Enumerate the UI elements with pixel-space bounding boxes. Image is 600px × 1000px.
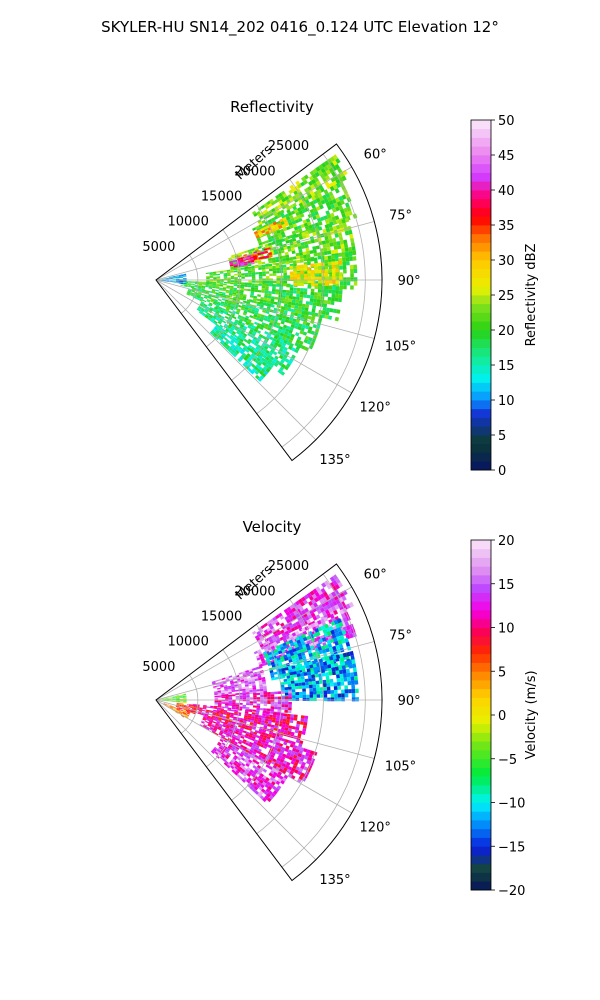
reflectivity-colorbar-tick-label: 50 bbox=[498, 114, 515, 129]
velocity-colorbar: −20 −15 −10 −5 0 5 10 15 20 Velocity (m/s) bbox=[470, 534, 539, 899]
velocity-azimuth-line-5 bbox=[155, 699, 317, 861]
velocity-radial-tick-label: 15000 bbox=[201, 609, 242, 624]
reflectivity-grid bbox=[155, 153, 382, 448]
velocity-theta-tick-label: 90° bbox=[398, 694, 421, 709]
velocity-echoes bbox=[158, 574, 359, 803]
velocity-colorbar-tick-label: 15 bbox=[498, 578, 515, 593]
reflectivity-range-ring-2 bbox=[231, 204, 282, 381]
reflectivity-theta-tick-label: 120° bbox=[360, 401, 391, 416]
reflectivity-colorbar-tick-label: 0 bbox=[498, 464, 506, 479]
figure-title: SKYLER-HU SN14_202 0416_0.124 UTC Elevat… bbox=[101, 18, 499, 37]
velocity-echo-region-7 bbox=[199, 715, 318, 784]
reflectivity-colorbar-tick-label: 5 bbox=[498, 429, 506, 444]
reflectivity-azimuth-line-4 bbox=[155, 279, 352, 394]
velocity-theta-tick-label: 105° bbox=[385, 760, 416, 775]
reflectivity-colorbar-tick-label: 40 bbox=[498, 184, 515, 199]
reflectivity-radial-tick-label: 15000 bbox=[201, 189, 242, 204]
reflectivity-colorbar-tick-label: 30 bbox=[498, 254, 515, 269]
velocity-colorbar-tick-label: −5 bbox=[498, 753, 517, 768]
velocity-azimuth-line-0 bbox=[155, 586, 352, 701]
reflectivity-range-ring-1 bbox=[206, 229, 241, 348]
velocity-range-ring-3 bbox=[256, 599, 324, 835]
reflectivity-theta-tick-label: 105° bbox=[385, 340, 416, 355]
reflectivity-colorbar-tick-label: 35 bbox=[498, 219, 515, 234]
reflectivity-echo-region-7 bbox=[289, 260, 343, 288]
velocity-colorbar-tick-label: −10 bbox=[498, 797, 525, 812]
velocity-range-ring-0 bbox=[180, 674, 199, 734]
velocity-grid bbox=[155, 573, 382, 868]
reflectivity-radial-tick-label: 25000 bbox=[268, 139, 309, 154]
reflectivity-range-ring-0 bbox=[180, 254, 199, 314]
velocity-azimuth-line-3 bbox=[155, 699, 375, 759]
velocity-theta-tick-label: 120° bbox=[360, 821, 391, 836]
reflectivity-colorbar: 0 5 10 15 20 25 30 35 40 45 50 Reflectivity dBZ bbox=[470, 114, 539, 479]
reflectivity-range-ring-4 bbox=[281, 153, 366, 448]
reflectivity-echoes bbox=[158, 154, 358, 382]
velocity-sector-frame bbox=[155, 563, 383, 882]
velocity-range-ring-1 bbox=[206, 649, 241, 768]
velocity-radial-tick-label: 10000 bbox=[167, 635, 208, 650]
reflectivity-title: Reflectivity bbox=[230, 98, 314, 116]
velocity-theta-tick-label: 135° bbox=[319, 873, 350, 888]
velocity-range-ring-4 bbox=[281, 573, 366, 868]
reflectivity-range-ring-3 bbox=[256, 179, 324, 415]
velocity-colorbar-tick-label: 0 bbox=[498, 709, 506, 724]
velocity-radial-tick-label: 20000 bbox=[234, 584, 275, 599]
reflectivity-colorbar-tick-label: 25 bbox=[498, 289, 515, 304]
reflectivity-theta-tick-label: 135° bbox=[319, 453, 350, 468]
reflectivity-radial-tick-label: 10000 bbox=[167, 215, 208, 230]
reflectivity-theta-tick-label: 90° bbox=[398, 274, 421, 289]
velocity-radial-tick-label: 25000 bbox=[268, 559, 309, 574]
velocity-radial-tick-label: 5000 bbox=[142, 660, 175, 675]
velocity-colorbar-label: Velocity (m/s) bbox=[524, 670, 539, 759]
velocity-azimuth-line-1 bbox=[155, 641, 375, 701]
reflectivity-panel: Reflectivity500010000150002000025000Mete… bbox=[142, 98, 539, 479]
reflectivity-colorbar-label: Reflectivity dBZ bbox=[524, 244, 539, 347]
reflectivity-radial-tick-label: 5000 bbox=[142, 240, 175, 255]
reflectivity-echo-region-2 bbox=[253, 216, 290, 239]
velocity-colorbar-tick-label: 10 bbox=[498, 622, 515, 637]
velocity-range-ring-2 bbox=[231, 624, 282, 801]
velocity-azimuth-line-4 bbox=[155, 699, 352, 814]
reflectivity-colorbar-tick-label: 45 bbox=[498, 149, 515, 164]
reflectivity-azimuth-line-0 bbox=[155, 166, 352, 281]
reflectivity-colorbar-tick-label: 20 bbox=[498, 324, 515, 339]
reflectivity-sector-frame bbox=[155, 143, 383, 462]
reflectivity-colorbar-tick-label: 10 bbox=[498, 394, 515, 409]
reflectivity-theta-tick-label: 60° bbox=[364, 147, 387, 162]
velocity-colorbar-tick-label: −20 bbox=[498, 884, 525, 899]
reflectivity-radial-tick-label: 20000 bbox=[234, 164, 275, 179]
velocity-colorbar-tick-label: −15 bbox=[498, 840, 525, 855]
velocity-theta-tick-label: 60° bbox=[364, 567, 387, 582]
reflectivity-azimuth-line-1 bbox=[155, 221, 375, 281]
reflectivity-azimuth-line-5 bbox=[155, 279, 317, 441]
velocity-colorbar-tick-label: 5 bbox=[498, 665, 506, 680]
velocity-title: Velocity bbox=[243, 518, 302, 536]
velocity-theta-tick-label: 75° bbox=[389, 628, 412, 643]
velocity-colorbar-tick-label: 20 bbox=[498, 534, 515, 549]
reflectivity-theta-tick-label: 75° bbox=[389, 208, 412, 223]
velocity-echo-region-3 bbox=[277, 650, 359, 702]
reflectivity-azimuth-line-3 bbox=[155, 279, 375, 339]
reflectivity-colorbar-tick-label: 15 bbox=[498, 359, 515, 374]
reflectivity-echo-region-11 bbox=[209, 324, 274, 382]
reflectivity-echo-region-10 bbox=[196, 301, 301, 376]
velocity-echo-region-8 bbox=[210, 737, 289, 803]
reflectivity-echo-region-5 bbox=[229, 254, 258, 268]
